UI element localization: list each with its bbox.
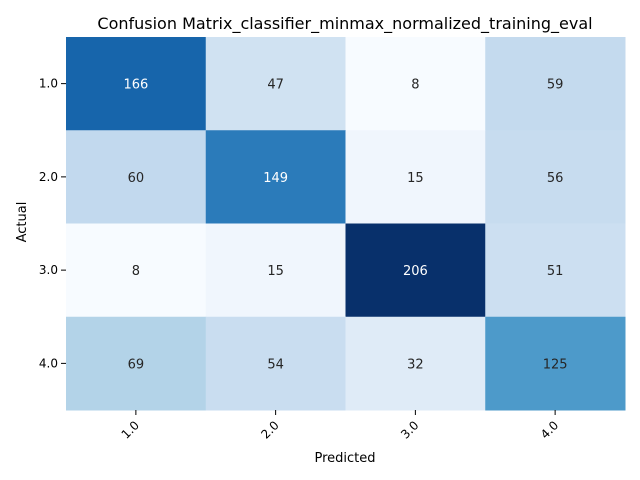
heatmap-cell	[345, 223, 486, 318]
cell-value-label: 206	[403, 264, 428, 279]
heatmap-cell	[66, 37, 207, 131]
heatmap-cell	[485, 37, 626, 131]
x-tick-label: 2.0	[258, 418, 281, 441]
x-axis-label: Predicted	[314, 451, 375, 466]
cell-value-label: 15	[407, 171, 424, 186]
x-axis-ticks: 1.0 2.0 3.0 4.0	[119, 410, 561, 442]
cell-value-label: 60	[128, 171, 145, 186]
cell-value-label: 125	[543, 357, 568, 372]
cell-value-label: 8	[411, 78, 419, 93]
cell-value-label: 56	[547, 171, 564, 186]
x-tick-label: 1.0	[119, 418, 142, 441]
heatmap-cell	[485, 316, 626, 411]
heatmap-cell	[345, 316, 486, 411]
heatmap-cell	[205, 130, 346, 224]
x-tick-label: 4.0	[538, 418, 561, 441]
heatmap-cell	[205, 37, 346, 131]
heatmap-cell	[66, 223, 207, 318]
cell-value-label: 47	[267, 78, 284, 93]
chart-title: Confusion Matrix_classifier_minmax_norma…	[97, 14, 592, 34]
cell-value-label: 166	[123, 78, 148, 93]
cell-value-label: 59	[547, 78, 564, 93]
cell-value-label: 149	[263, 171, 288, 186]
heatmap-cells: 166 47 8 59 60 149 15 56 8 15 206 51 69 54 32 125	[66, 37, 626, 411]
heatmap-cell	[345, 130, 486, 224]
x-tick-label: 3.0	[398, 418, 421, 441]
cell-value-label: 32	[407, 357, 424, 372]
y-tick-label: 3.0	[39, 263, 58, 277]
y-tick-label: 1.0	[39, 77, 58, 91]
heatmap-cell	[485, 130, 626, 224]
heatmap-cell	[205, 316, 346, 411]
y-axis-ticks: 1.0 2.0 3.0 4.0	[39, 77, 66, 370]
heatmap-cell	[485, 223, 626, 318]
y-tick-label: 4.0	[39, 356, 58, 370]
heatmap-cell	[205, 223, 346, 318]
y-tick-label: 2.0	[39, 170, 58, 184]
heatmap-cell	[66, 316, 207, 411]
y-axis-label: Actual	[15, 202, 30, 243]
heatmap-cell	[345, 37, 486, 131]
cell-value-label: 51	[547, 264, 564, 279]
heatmap-cell	[66, 130, 207, 224]
cell-value-label: 15	[267, 264, 284, 279]
cell-value-label: 69	[128, 357, 145, 372]
cell-value-label: 8	[132, 264, 140, 279]
cell-value-label: 54	[267, 357, 284, 372]
